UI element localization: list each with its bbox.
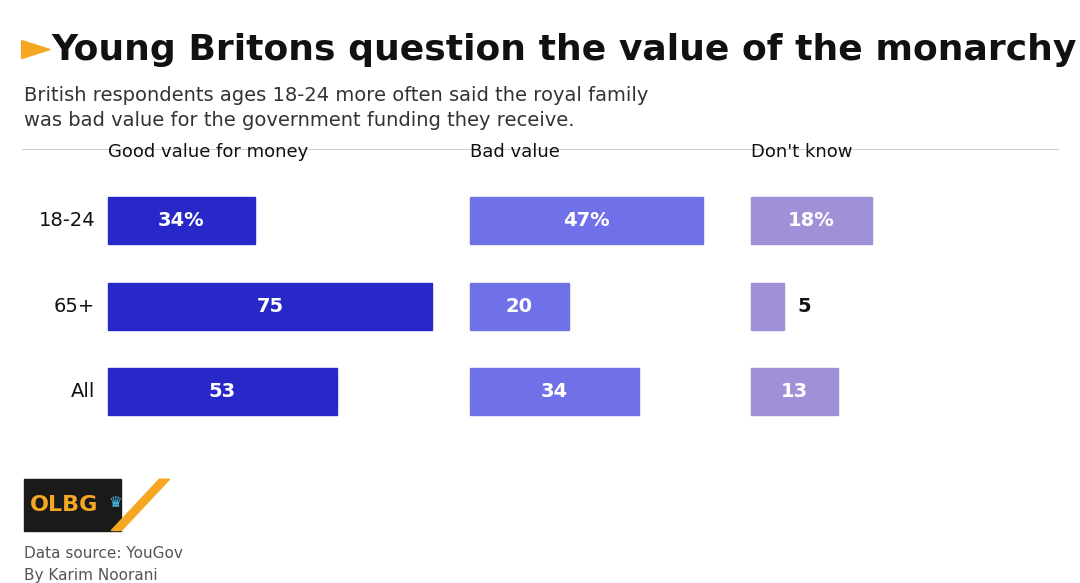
Text: 53: 53 xyxy=(208,382,237,401)
Text: 34: 34 xyxy=(541,382,568,401)
Text: All: All xyxy=(70,382,95,401)
Bar xyxy=(24,479,121,531)
Text: Young Britons question the value of the monarchy: Young Britons question the value of the … xyxy=(52,33,1077,66)
Bar xyxy=(751,197,873,244)
Bar xyxy=(470,283,569,329)
Bar xyxy=(108,283,432,329)
Text: Good value for money: Good value for money xyxy=(108,143,308,160)
Text: 47%: 47% xyxy=(564,211,610,230)
Polygon shape xyxy=(111,479,170,531)
Text: 75: 75 xyxy=(256,297,284,315)
Text: OLBG: OLBG xyxy=(30,495,98,515)
Text: 20: 20 xyxy=(505,297,534,315)
Bar xyxy=(108,197,255,244)
Bar xyxy=(470,368,638,415)
Text: ♛: ♛ xyxy=(108,495,122,510)
Text: 5: 5 xyxy=(797,297,811,315)
Text: 13: 13 xyxy=(781,382,808,401)
Text: 18-24: 18-24 xyxy=(39,211,95,230)
Text: Data source: YouGov
By Karim Noorani: Data source: YouGov By Karim Noorani xyxy=(24,546,183,583)
Bar xyxy=(751,368,838,415)
Text: British respondents ages 18-24 more often said the royal family
was bad value fo: British respondents ages 18-24 more ofte… xyxy=(24,86,648,130)
Text: 18%: 18% xyxy=(788,211,835,230)
Polygon shape xyxy=(22,41,50,58)
Bar xyxy=(108,368,337,415)
Bar xyxy=(470,197,703,244)
Text: Don't know: Don't know xyxy=(751,143,852,160)
Bar xyxy=(751,283,784,329)
Text: 65+: 65+ xyxy=(54,297,95,315)
Text: 34%: 34% xyxy=(158,211,205,230)
Text: Bad value: Bad value xyxy=(470,143,559,160)
